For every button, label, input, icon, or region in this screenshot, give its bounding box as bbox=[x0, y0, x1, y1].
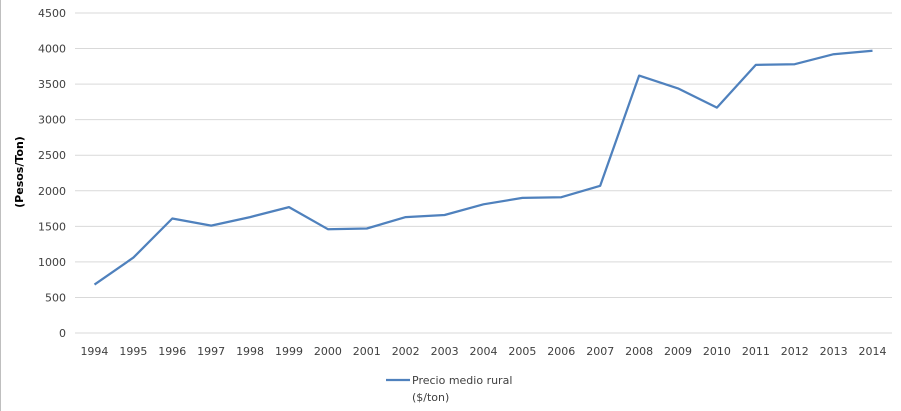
x-tick-label: 2007 bbox=[586, 345, 614, 358]
x-tick-label: 1994 bbox=[80, 345, 108, 358]
x-tick-label: 2005 bbox=[508, 345, 536, 358]
x-tick-label: 2012 bbox=[781, 345, 809, 358]
x-tick-label: 1995 bbox=[119, 345, 147, 358]
x-tick-label: 1998 bbox=[236, 345, 264, 358]
y-tick-label: 1000 bbox=[38, 256, 66, 269]
x-tick-label: 2011 bbox=[742, 345, 770, 358]
y-tick-label: 3500 bbox=[38, 78, 66, 91]
y-tick-label: 3000 bbox=[38, 114, 66, 127]
y-tick-label: 2000 bbox=[38, 185, 66, 198]
series-line-0 bbox=[93, 49, 873, 286]
x-tick-label: 2006 bbox=[547, 345, 575, 358]
chart-left-border bbox=[0, 0, 1, 411]
x-tick-label: 2010 bbox=[703, 345, 731, 358]
y-tick-label: 500 bbox=[45, 291, 66, 304]
x-tick-label: 2000 bbox=[314, 345, 342, 358]
legend-label-line-2: ($/ton) bbox=[412, 391, 449, 404]
x-tick-label: 2004 bbox=[470, 345, 498, 358]
y-tick-label: 1500 bbox=[38, 220, 66, 233]
x-tick-label: 2009 bbox=[664, 345, 692, 358]
y-tick-label: 4000 bbox=[38, 43, 66, 56]
y-tick-label: 4500 bbox=[38, 7, 66, 20]
x-tick-label: 2001 bbox=[353, 345, 381, 358]
y-axis-label: (Pesos/Ton) bbox=[13, 136, 26, 208]
series-layer bbox=[93, 49, 873, 286]
x-tick-label: 2008 bbox=[625, 345, 653, 358]
x-axis-ticks: 1994 1995 1996 1997 1998 1999 2000 2001 2002 2003… bbox=[80, 345, 886, 358]
legend: Precio medio rural ($/ton) bbox=[386, 374, 512, 404]
legend-label-line-1: Precio medio rural bbox=[412, 374, 512, 387]
y-tick-label: 0 bbox=[59, 327, 66, 340]
x-tick-label: 2013 bbox=[820, 345, 848, 358]
x-tick-label: 2014 bbox=[859, 345, 887, 358]
x-tick-label: 1997 bbox=[197, 345, 225, 358]
x-tick-label: 2002 bbox=[392, 345, 420, 358]
x-tick-label: 1996 bbox=[158, 345, 186, 358]
x-tick-label: 2003 bbox=[431, 345, 459, 358]
gridlines bbox=[75, 12, 892, 334]
x-tick-label: 1999 bbox=[275, 345, 303, 358]
y-axis-ticks: 0 500 1000 1500 2000 2500 3000 3500 4000 4500 bbox=[38, 7, 66, 340]
y-tick-label: 2500 bbox=[38, 149, 66, 162]
